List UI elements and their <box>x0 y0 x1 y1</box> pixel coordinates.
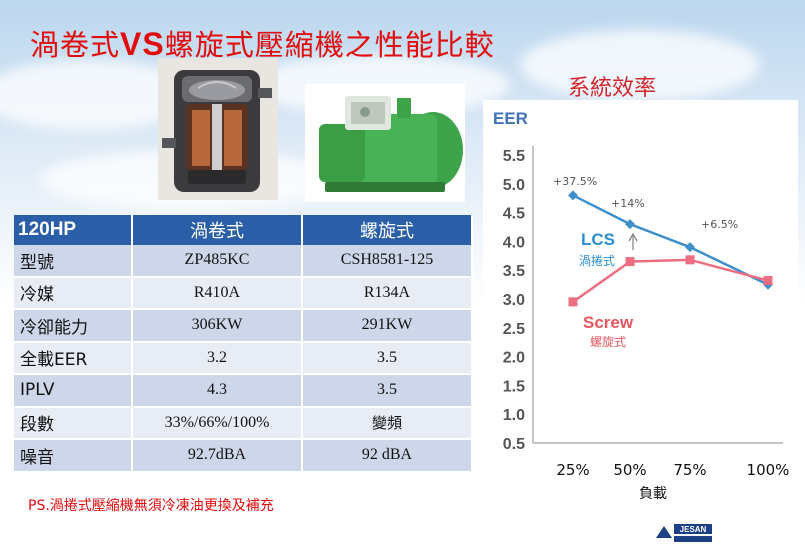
chart-background <box>483 100 798 515</box>
legend-lcs: LCS <box>581 230 615 249</box>
legend-screw-sub: 螺旋式 <box>590 335 626 349</box>
title-vs: VS <box>120 26 165 62</box>
annotation-75: +6.5% <box>701 218 738 231</box>
y-tick-label: 2.0 <box>503 350 525 367</box>
row-label: IPLV <box>14 374 133 408</box>
table-row: 冷卻能力 306KW 291KW <box>14 309 473 343</box>
row-label: 全載EER <box>14 341 133 375</box>
title-part2: 螺旋式壓縮機之性能比較 <box>164 28 495 62</box>
data-point-lcs <box>625 219 635 230</box>
series-line-lcs <box>572 194 769 286</box>
table-row: 全載EER 3.2 3.5 <box>14 341 473 375</box>
cell-screw: 291KW <box>302 309 473 343</box>
y-tick-label: 4.5 <box>503 206 525 223</box>
y-axis-label: EER <box>493 109 528 128</box>
x-tick-label: 50% <box>613 461 646 479</box>
annotation-50: +14% <box>611 197 645 210</box>
cell-scroll: 92.7dBA <box>132 439 303 473</box>
table-row: 冷媒 R410A R134A <box>14 276 473 310</box>
slide-title: 渦卷式VS螺旋式壓縮機之性能比較 <box>30 22 750 64</box>
up-arrow-icon <box>628 232 638 250</box>
screw-compressor-photo <box>305 84 465 202</box>
cell-scroll: 3.2 <box>132 341 303 375</box>
y-tick-label: 3.0 <box>503 292 525 309</box>
cell-screw: R134A <box>302 276 473 310</box>
data-point-screw <box>685 255 695 265</box>
data-point-lcs <box>568 190 578 201</box>
chart-title: 系統效率 <box>568 76 657 101</box>
y-tick-label: 2.5 <box>503 321 525 338</box>
x-axis-label: 負載 <box>639 486 667 502</box>
annotation-25: +37.5% <box>553 175 597 188</box>
eer-line-chart: EER 0.5 1.0 1.5 2.0 2.5 3.0 3.5 4.0 4.5 5.0 5.5 25… <box>483 100 798 515</box>
y-tick-label: 5.0 <box>503 177 525 194</box>
cell-screw: 變頻 <box>302 406 473 440</box>
row-label: 型號 <box>14 245 133 278</box>
cell-screw: 92 dBA <box>302 439 473 473</box>
data-point-lcs <box>685 242 695 253</box>
x-tick-label: 100% <box>747 461 790 479</box>
cell-scroll: R410A <box>132 276 303 310</box>
cloud-decoration <box>520 30 760 100</box>
header-cell-screw: 螺旋式 <box>302 215 473 245</box>
legend-screw: Screw <box>583 313 634 332</box>
legend-lcs-sub: 渦捲式 <box>579 253 615 268</box>
scroll-compressor-photo <box>158 58 278 200</box>
x-tick-label: 25% <box>556 461 589 479</box>
cell-scroll: 4.3 <box>132 374 303 408</box>
table-row: 噪音 92.7dBA 92 dBA <box>14 439 473 473</box>
row-label: 冷卻能力 <box>14 309 133 343</box>
row-label: 冷媒 <box>14 276 133 310</box>
row-label: 噪音 <box>14 439 133 473</box>
series-line-screw <box>572 258 769 303</box>
y-tick-label: 5.5 <box>503 148 525 165</box>
cell-screw: 3.5 <box>302 341 473 375</box>
footnote: PS.渦捲式壓縮機無須冷凍油更換及補充 <box>28 498 274 514</box>
cell-screw: CSH8581-125 <box>302 245 473 278</box>
table-row: IPLV 4.3 3.5 <box>14 374 473 408</box>
x-tick-label: 75% <box>673 461 706 479</box>
header-cell-capacity: 120HP <box>14 215 133 245</box>
data-point-screw <box>763 276 773 286</box>
cell-scroll: 33%/66%/100% <box>132 406 303 440</box>
table-header-row: 120HP 渦卷式 螺旋式 <box>14 215 473 245</box>
logo-text: JESAN <box>680 525 707 534</box>
y-tick-label: 4.0 <box>503 234 525 251</box>
y-tick-label: 0.5 <box>503 436 525 453</box>
header-cell-scroll: 渦卷式 <box>132 215 303 245</box>
company-logo: JESAN <box>652 520 716 546</box>
table-row: 段數 33%/66%/100% 變頻 <box>14 406 473 440</box>
data-point-screw <box>568 297 578 307</box>
cell-scroll: 306KW <box>132 309 303 343</box>
row-label: 段數 <box>14 406 133 440</box>
data-point-screw <box>625 257 635 267</box>
y-tick-label: 3.5 <box>503 263 525 280</box>
cell-screw: 3.5 <box>302 374 473 408</box>
title-part1: 渦卷式 <box>30 28 121 62</box>
cell-scroll: ZP485KC <box>132 245 303 278</box>
table-row: 型號 ZP485KC CSH8581-125 <box>14 245 473 278</box>
spec-table: 120HP 渦卷式 螺旋式 型號 ZP485KC CSH8581-125 冷媒 … <box>14 215 473 473</box>
y-tick-label: 1.5 <box>503 378 525 395</box>
y-tick-label: 1.0 <box>503 407 525 424</box>
